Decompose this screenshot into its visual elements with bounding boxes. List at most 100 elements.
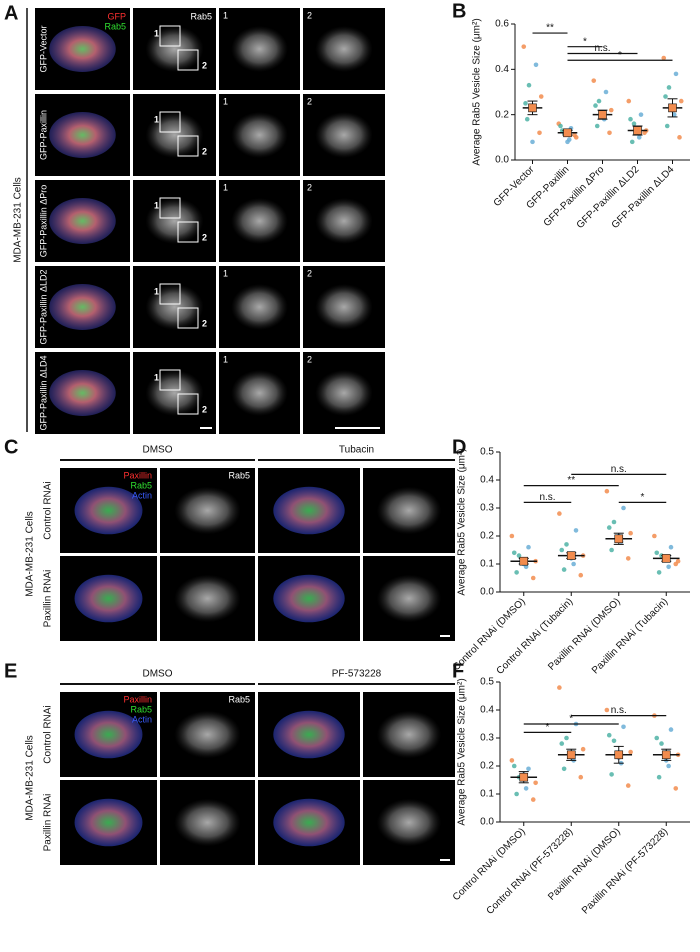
cell [74,486,143,535]
data-point [564,542,569,547]
mean-marker [614,534,624,544]
y-tick-label: 0.3 [480,733,494,744]
data-point [638,112,644,117]
cell [174,574,241,623]
data-point [571,561,576,567]
inset-label: 2 [307,10,312,20]
significance-label: ** [567,475,575,486]
x-tick-label: GFP-Paxillin ΔPro [542,164,607,229]
inset-box [159,25,181,47]
y-tick-label: 0.0 [480,587,494,598]
cell [49,112,116,158]
row-label: GFP-Paxillin ΔLD2 [38,269,48,344]
inset-label: 1 [223,354,228,364]
data-point [654,735,660,741]
inset-label: 1 [154,114,159,124]
panel-label: D [452,436,466,458]
data-point [673,561,679,567]
data-point [666,85,672,90]
legend-entry: Actin [132,490,152,500]
cell [231,370,288,416]
inset-label: 2 [202,318,207,328]
mean-marker [566,551,576,560]
data-point [561,766,567,772]
legend-gfp: GFP [107,11,126,21]
legend-rab5: Rab5 [104,21,126,31]
cell [74,798,143,847]
data-point [565,139,570,145]
mean-marker [661,750,671,760]
data-point [626,98,632,104]
cell [376,710,442,759]
significance-label: * [569,714,573,725]
data-point [604,707,610,713]
data-point [580,746,586,752]
inset-box [177,135,199,157]
legend-entry: Paxillin [123,470,152,480]
data-point [521,44,527,49]
inset-label: 1 [154,200,159,210]
row-label: GFP-Vector [38,25,48,72]
data-point [523,101,528,106]
y-tick-label: 0.2 [480,761,494,772]
cell [315,198,373,244]
data-point [537,130,542,136]
panel-label: C [4,436,18,458]
data-point [514,570,519,575]
inset-label: 1 [223,96,228,106]
y-axis-title: Average Rab5 Vesicle Size (μm²) [457,678,468,825]
cell [315,26,373,72]
inset-label: 2 [202,232,207,242]
x-tick-label: GFP-Paxillin ΔLD4 [610,164,677,231]
y-tick-label: 0.1 [480,789,494,800]
inset-box [159,369,181,391]
data-point [668,544,674,550]
cell [376,486,442,535]
panel-label: F [452,660,464,682]
cell [49,284,116,330]
data-point [629,139,635,145]
mean-marker [519,772,529,782]
cell [74,574,143,623]
inset-box [159,283,181,305]
inset-label: 2 [202,60,207,70]
cell [231,112,288,158]
data-point [661,55,667,61]
data-point [666,763,671,769]
data-point [603,89,609,95]
data-point [572,132,577,138]
cell [273,710,345,759]
channel-label: Rab5 [228,470,250,480]
data-point [514,791,519,797]
x-tick-label: Control RNAi (PF-573228) [485,826,576,917]
data-point [509,758,515,763]
data-point [621,724,626,730]
data-point [659,741,664,746]
data-point [516,553,522,558]
inset-label: 1 [223,182,228,192]
legend-entry: Rab5 [130,480,152,490]
data-point [606,525,612,530]
row-label: Control RNAi [43,481,54,539]
significance-label: * [618,50,622,61]
significance-label: n.s. [594,43,610,54]
legend-entry: Actin [132,714,152,724]
panel-label: E [4,660,17,682]
row-label: GFP-Paxillin ΔPro [38,185,48,258]
mean-marker [598,110,607,119]
inset-box [159,197,181,219]
y-tick-label: 0.4 [480,475,494,486]
row-label: GFP-Paxillin [38,110,48,160]
legend-entry: Rab5 [130,704,152,714]
significance-label: * [641,492,645,503]
data-point [625,783,631,788]
cell [174,798,241,847]
data-point [628,749,633,755]
data-point [526,544,531,550]
data-point [578,774,584,780]
cell [174,710,241,759]
data-point [621,505,626,511]
data-point [578,572,584,578]
inset-label: 2 [307,268,312,278]
data-point [593,103,598,108]
